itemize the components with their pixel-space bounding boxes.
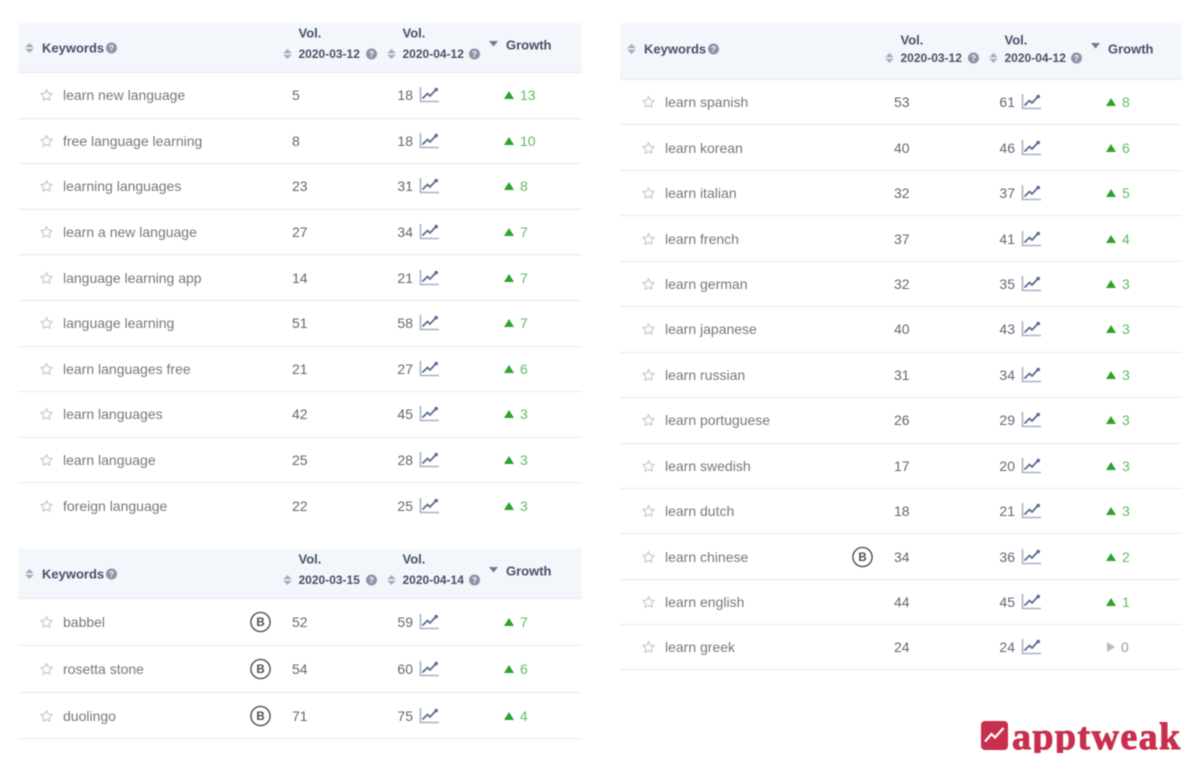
- svg-text:apptweak: apptweak: [1012, 719, 1182, 753]
